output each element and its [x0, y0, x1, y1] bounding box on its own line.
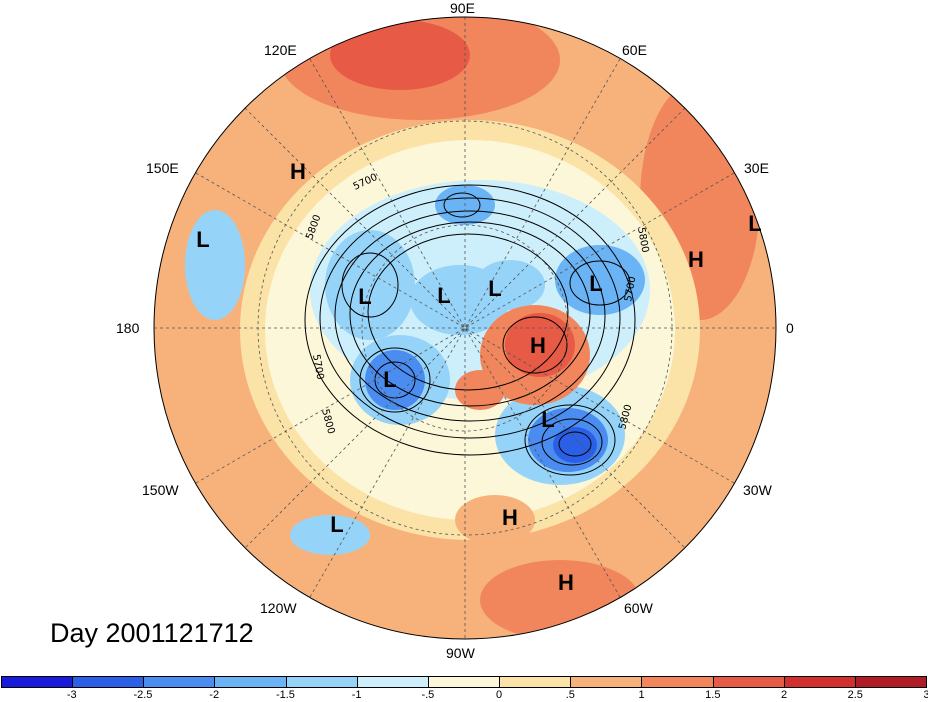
colorbar-tick-label: -.5 — [421, 689, 435, 701]
pressure-center-low: L — [383, 367, 397, 392]
pressure-center-high: H — [558, 570, 574, 595]
pressure-center-low: L — [330, 512, 344, 537]
pressure-center-low: L — [748, 211, 762, 236]
colorbar-tick-label: -2 — [209, 689, 220, 701]
colorbar-tick-label: 0 — [496, 689, 503, 701]
lon-label-120w: 120W — [260, 600, 297, 616]
colorbar-segment — [357, 677, 429, 687]
colorbar-tick-label: .5 — [565, 689, 575, 701]
pressure-center-low: L — [358, 284, 372, 309]
colorbar-tick-label: -1.5 — [275, 689, 295, 701]
lon-label-0: 0 — [786, 320, 794, 336]
pressure-center-high: H — [290, 159, 306, 184]
colorbar-tick-label: -2.5 — [133, 689, 153, 701]
pressure-center-low: L — [541, 407, 555, 432]
contour-label: 5800 — [635, 227, 650, 254]
colorbar-segment — [428, 677, 501, 687]
pressure-center-high: H — [502, 505, 518, 530]
pressure-center-high: H — [530, 333, 546, 358]
pressure-center-low: L — [196, 227, 210, 252]
colorbar-tick-label: 1.5 — [705, 689, 721, 701]
lon-label-180: 180 — [116, 320, 140, 336]
colorbar-tick-label: 2 — [780, 689, 788, 701]
plot-title: Day 2001121712 — [50, 618, 254, 648]
colorbar-segment — [571, 677, 643, 687]
pressure-center-high: H — [688, 247, 704, 272]
lon-label-90e: 90E — [450, 0, 475, 16]
colorbar — [1, 676, 927, 688]
colorbar-segment — [784, 677, 856, 687]
colorbar-segment — [73, 677, 145, 687]
colorbar-segment — [2, 677, 74, 687]
colorbar-tick-label: -3 — [66, 689, 77, 701]
colorbar-tick-label: 3 — [923, 689, 928, 701]
colorbar-tick-label: -1 — [351, 689, 362, 701]
pressure-center-low: L — [488, 276, 502, 301]
colorbar-segment — [144, 677, 216, 687]
lon-label-60w: 60W — [624, 600, 653, 616]
colorbar-segment — [855, 677, 927, 687]
contour-label: 5700 — [623, 276, 638, 303]
contour-label: 5700 — [310, 354, 325, 381]
lon-label-60e: 60E — [622, 42, 647, 58]
pressure-center-low: L — [589, 271, 603, 296]
colorbar-segment — [500, 677, 572, 687]
lon-label-150e: 150E — [146, 160, 179, 176]
graticule — [154, 17, 776, 639]
colorbar-tick-label: 2.5 — [847, 689, 863, 701]
lon-label-30e: 30E — [744, 160, 769, 176]
lon-label-120e: 120E — [264, 42, 297, 58]
colorbar-segment — [713, 677, 785, 687]
colorbar-tick-label: 1 — [638, 689, 645, 701]
lon-label-90w: 90W — [446, 645, 475, 661]
map-boundary — [153, 16, 777, 640]
lon-label-30w: 30W — [743, 482, 772, 498]
lon-label-150w: 150W — [142, 482, 179, 498]
pressure-center-low: L — [437, 283, 451, 308]
colorbar-segment — [286, 677, 358, 687]
colorbar-segment — [642, 677, 714, 687]
colorbar-segment — [215, 677, 287, 687]
